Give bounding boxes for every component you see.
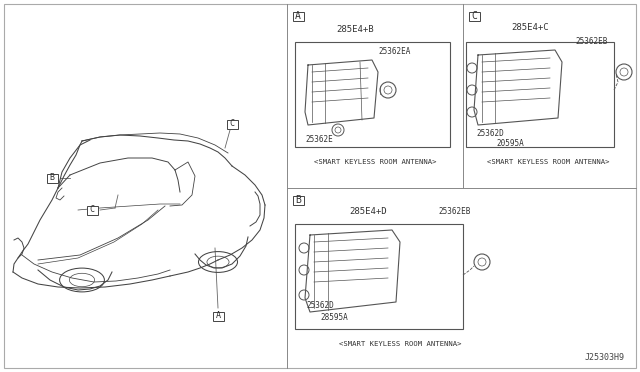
Bar [47,173,58,183]
Bar [292,12,303,20]
Text: C: C [230,119,234,128]
Bar [468,12,479,20]
Text: 20595A: 20595A [496,140,524,148]
Text: <SMART KEYLESS ROOM ANTENNA>: <SMART KEYLESS ROOM ANTENNA> [339,341,461,347]
Text: <SMART KEYLESS ROOM ANTENNA>: <SMART KEYLESS ROOM ANTENNA> [314,159,436,165]
Bar [295,42,450,147]
Text: 25362E: 25362E [305,135,333,144]
Bar [295,224,463,329]
Text: C: C [90,205,95,215]
Text: 25362D: 25362D [306,301,333,310]
Text: A: A [295,11,301,21]
Text: 285E4+D: 285E4+D [349,208,387,217]
Text: <SMART KEYLESS ROOM ANTENNA>: <SMART KEYLESS ROOM ANTENNA> [487,159,609,165]
Text: 25362EA: 25362EA [378,48,410,57]
Text: A: A [216,311,221,321]
Text: 285E4+B: 285E4+B [336,26,374,35]
Bar [227,119,237,128]
Text: 25362EB: 25362EB [439,208,471,217]
Bar [466,42,614,147]
Text: B: B [49,173,54,183]
Bar [212,311,223,321]
Text: 25362EB: 25362EB [575,38,608,46]
Bar [86,205,97,215]
Text: J25303H9: J25303H9 [585,353,625,362]
Text: 285E4+C: 285E4+C [511,23,549,32]
Bar [292,196,303,205]
Text: 28595A: 28595A [320,314,348,323]
Text: 25362D: 25362D [476,129,504,138]
Text: B: B [295,195,301,205]
Text: C: C [471,11,477,21]
